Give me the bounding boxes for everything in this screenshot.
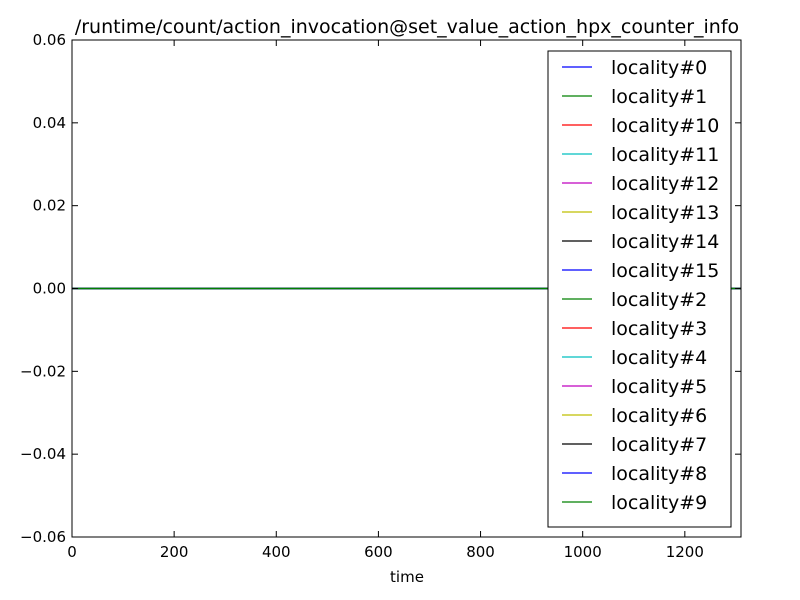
x-tick-label: 1000 (564, 543, 602, 561)
legend-label: locality#0 (611, 57, 707, 79)
plot-frame (71, 39, 742, 538)
legend-label: locality#8 (611, 463, 707, 485)
legend-label: locality#4 (611, 347, 707, 369)
y-tick-label: −0.04 (20, 445, 66, 463)
legend-label: locality#5 (611, 376, 707, 398)
legend-label: locality#15 (611, 260, 719, 282)
legend: locality#0 locality#1 locality#10 locality#… (547, 50, 732, 528)
y-tick-label: 0.04 (33, 114, 66, 132)
legend-frame (547, 50, 732, 528)
legend-label: locality#14 (611, 231, 719, 253)
legend-label: locality#9 (611, 492, 707, 514)
chart-title: /runtime/count/action_invocation@set_val… (75, 16, 739, 38)
legend-label: locality#10 (611, 115, 719, 137)
x-tick-label: 200 (160, 543, 189, 561)
legend-label: locality#13 (611, 202, 719, 224)
x-tick-label: 0 (67, 543, 77, 561)
y-tick-label: 0.02 (33, 197, 66, 215)
x-tick-label: 1200 (666, 543, 704, 561)
legend-label: locality#12 (611, 173, 719, 195)
x-axis-label: time (390, 568, 424, 586)
legend-label: locality#1 (611, 86, 707, 108)
legend-label: locality#3 (611, 318, 707, 340)
ticks-layer: 0 200 400 600 800 1000 1200 0.06 0.04 0.02 0.00 −0.… (20, 31, 741, 561)
y-tick-label: −0.06 (20, 528, 66, 546)
legend-label: locality#11 (611, 144, 719, 166)
y-tick-label: 0.06 (33, 31, 66, 49)
x-tick-label: 400 (262, 543, 291, 561)
legend-label: locality#7 (611, 434, 707, 456)
legend-label: locality#6 (611, 405, 707, 427)
legend-label: locality#2 (611, 289, 707, 311)
x-tick-label: 800 (466, 543, 495, 561)
y-tick-label: −0.02 (20, 362, 66, 380)
y-tick-label: 0.00 (33, 280, 66, 298)
x-tick-label: 600 (364, 543, 393, 561)
